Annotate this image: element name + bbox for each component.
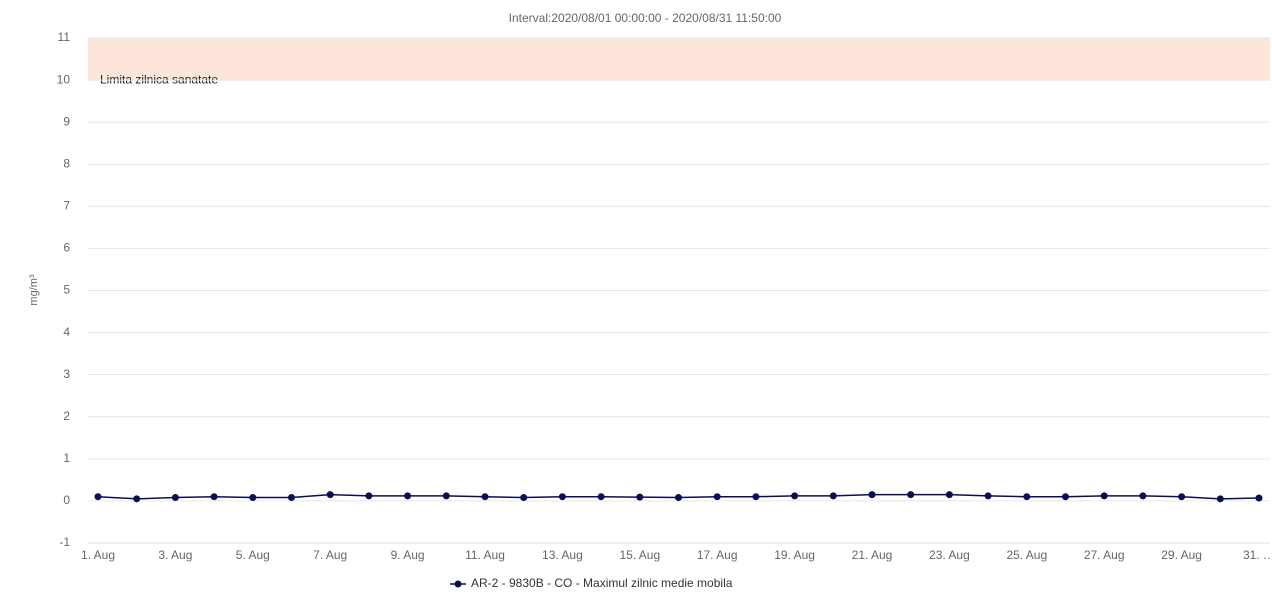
data-point (288, 494, 295, 502)
data-point (868, 491, 876, 499)
data-point (94, 493, 102, 501)
y-tick-label: 10 (57, 72, 71, 86)
x-tick-label: 11. Aug (465, 548, 505, 562)
data-point (442, 492, 450, 500)
data-point (791, 492, 799, 500)
plot-band (88, 38, 1270, 81)
x-tick-label: 5. Aug (236, 548, 270, 562)
x-tick-label: 19. Aug (774, 548, 815, 562)
data-point (326, 491, 334, 499)
data-point (945, 491, 953, 499)
x-tick-label: 27. Aug (1084, 548, 1125, 562)
data-point (481, 493, 489, 501)
x-tick-label: 23. Aug (929, 548, 970, 562)
y-tick-label: -1 (59, 535, 70, 549)
data-point (1255, 494, 1263, 502)
y-tick-label: 5 (63, 283, 70, 297)
data-point (520, 494, 528, 502)
data-point (365, 492, 373, 500)
x-tick-label: 1. Aug (81, 548, 115, 562)
y-tick-label: 6 (63, 241, 70, 255)
y-tick-label: 9 (63, 114, 70, 128)
x-tick-label: 3. Aug (158, 548, 192, 562)
y-tick-label: 8 (63, 156, 70, 170)
y-tick-label: 4 (63, 325, 70, 339)
legend-symbol (454, 580, 462, 588)
data-point (1062, 493, 1069, 501)
chart-title: Interval:2020/08/01 00:00:00 - 2020/08/3… (509, 11, 782, 25)
data-point (1216, 495, 1224, 503)
x-tick-label: 29. Aug (1161, 548, 1202, 562)
x-tick-label: 13. Aug (542, 548, 583, 562)
data-point (984, 492, 992, 500)
y-tick-label: 11 (58, 30, 71, 44)
data-point (907, 491, 915, 499)
x-tick-label: 21. Aug (852, 548, 893, 562)
data-point (210, 493, 218, 501)
x-tick-label: 7. Aug (313, 548, 347, 562)
data-point (249, 494, 257, 502)
plot-band-label: Limita zilnica sanatate (100, 72, 218, 86)
y-tick-label: 7 (63, 199, 70, 213)
data-point (1100, 492, 1108, 500)
x-tick-label: 9. Aug (391, 548, 425, 562)
data-point (404, 492, 412, 500)
data-point (1139, 492, 1147, 500)
data-point (829, 492, 837, 500)
data-point (636, 493, 644, 501)
x-tick-label: 25. Aug (1006, 548, 1047, 562)
x-tick-label: 31. … (1243, 548, 1272, 562)
legend-label: AR-2 - 9830B - CO - Maximul zilnic medie… (471, 576, 733, 590)
x-tick-label: 15. Aug (619, 548, 660, 562)
data-point (1178, 493, 1186, 501)
x-tick-label: 17. Aug (697, 548, 738, 562)
data-point (597, 493, 605, 501)
data-point (1023, 493, 1031, 501)
y-tick-label: 1 (63, 451, 70, 465)
y-tick-label: 3 (63, 367, 70, 381)
data-point (713, 493, 721, 501)
data-point (133, 495, 141, 503)
data-point (675, 494, 682, 502)
y-tick-label: 0 (63, 493, 70, 507)
data-point (558, 493, 566, 501)
y-tick-label: 2 (63, 409, 70, 423)
data-point (752, 493, 760, 501)
y-axis-label: mg/m³ (28, 274, 40, 306)
data-point (171, 494, 179, 502)
